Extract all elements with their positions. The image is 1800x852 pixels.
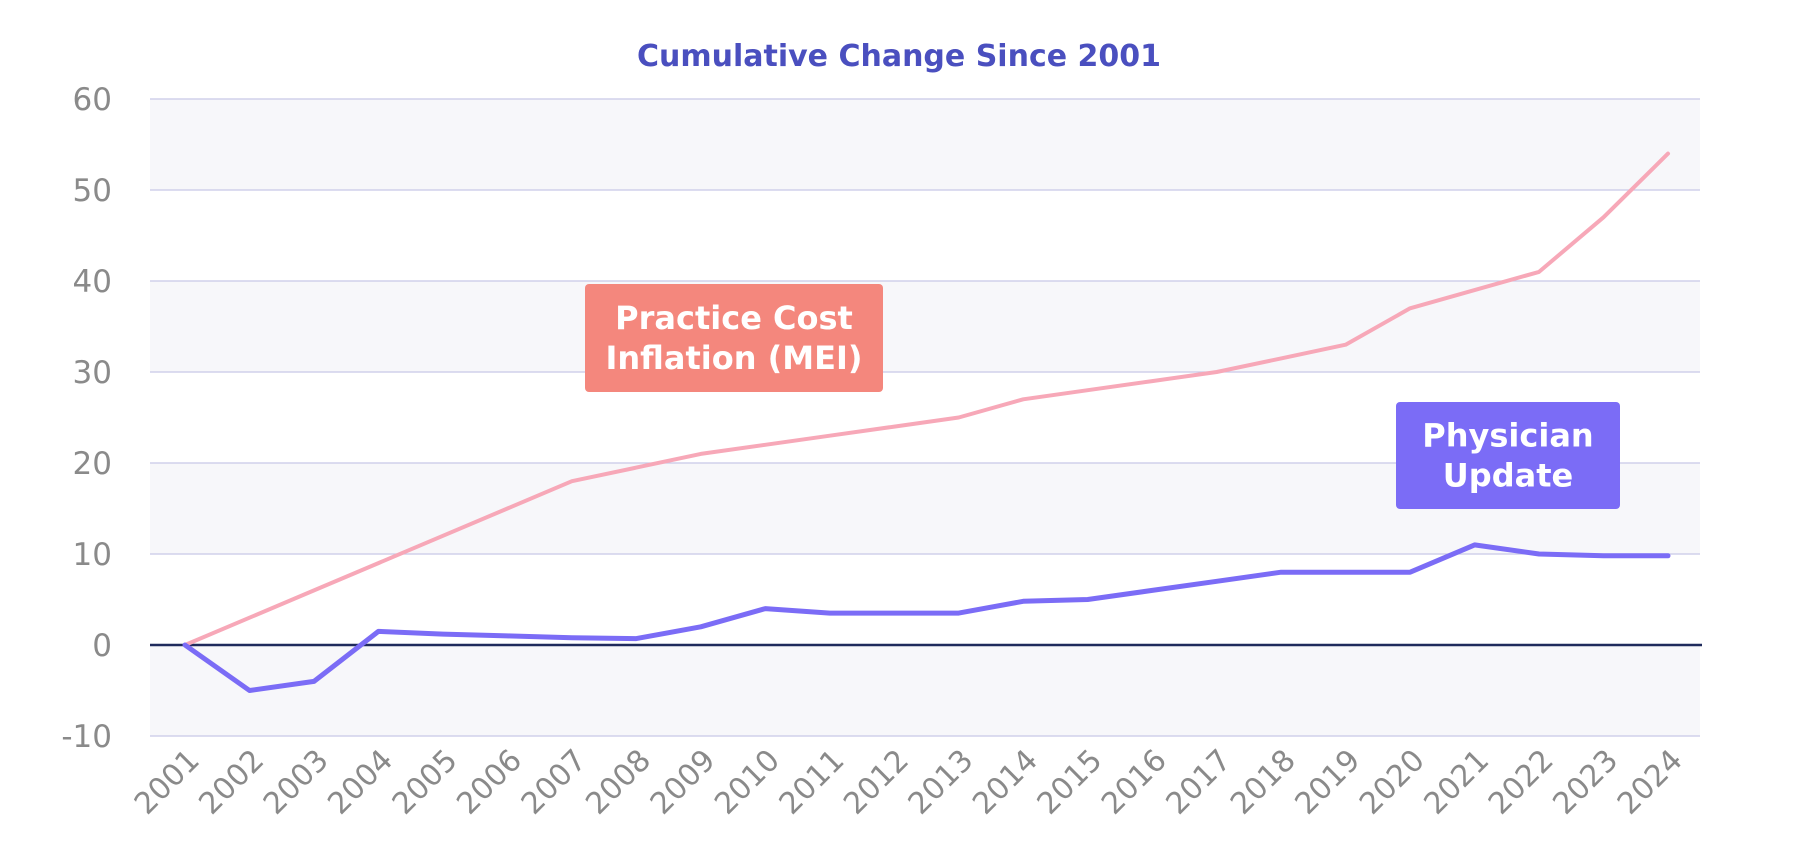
x-tick-label: 2010: [708, 743, 787, 822]
x-tick-label: 2005: [386, 743, 465, 822]
x-tick-label: 2014: [966, 743, 1045, 822]
annotation-text: Practice Cost: [615, 299, 853, 337]
x-tick-label: 2003: [257, 743, 336, 822]
x-tick-label: 2020: [1353, 743, 1432, 822]
grid-lines: [150, 98, 1702, 737]
y-tick-label: 20: [73, 446, 112, 482]
background-band: [150, 281, 1700, 372]
x-tick-label: 2001: [128, 743, 207, 822]
x-tick-label: 2019: [1289, 743, 1368, 822]
series-lines: [182, 151, 1671, 693]
x-tick-label: 2007: [515, 743, 594, 822]
x-tick-label: 2004: [321, 743, 400, 822]
series-line-physician-update: [182, 542, 1671, 693]
x-tick-label: 2023: [1546, 743, 1625, 822]
x-tick-label: 2013: [902, 743, 981, 822]
y-tick-label: 0: [92, 628, 112, 664]
series-line-mei: [183, 151, 1670, 647]
y-tick-label: 50: [73, 173, 112, 209]
x-tick-label: 2009: [644, 743, 723, 822]
x-tick-label: 2024: [1611, 743, 1690, 822]
annotation-text: Update: [1443, 457, 1573, 495]
x-tick-label: 2021: [1417, 743, 1496, 822]
background-band: [150, 645, 1700, 736]
x-tick-label: 2015: [1031, 743, 1110, 822]
x-tick-label: 2022: [1482, 743, 1561, 822]
x-tick-label: 2011: [773, 743, 852, 822]
y-tick-label: 30: [73, 355, 112, 391]
x-tick-label: 2006: [450, 743, 529, 822]
x-tick-label: 2002: [192, 743, 271, 822]
annotation-box: [1396, 402, 1620, 509]
x-tick-label: 2012: [837, 743, 916, 822]
x-tick-label: 2008: [579, 743, 658, 822]
y-tick-label: 40: [73, 264, 112, 300]
y-tick-label: -10: [61, 719, 112, 755]
chart-title: Cumulative Change Since 2001: [637, 39, 1161, 74]
annotation-text: Inflation (MEI): [605, 339, 862, 377]
x-tick-label: 2018: [1224, 743, 1303, 822]
x-tick-label: 2017: [1160, 743, 1239, 822]
y-axis-ticks: -10 0 10 20 30 40 50 60: [61, 82, 112, 755]
annotation-text: Physician: [1422, 417, 1593, 455]
y-tick-label: 10: [73, 537, 112, 573]
y-tick-label: 60: [73, 82, 112, 118]
background-band: [150, 99, 1700, 190]
x-tick-label: 2016: [1095, 743, 1174, 822]
x-axis-ticks: 2001200220032004200520062007200820092010…: [128, 743, 1690, 822]
annotation-box: [585, 284, 883, 392]
